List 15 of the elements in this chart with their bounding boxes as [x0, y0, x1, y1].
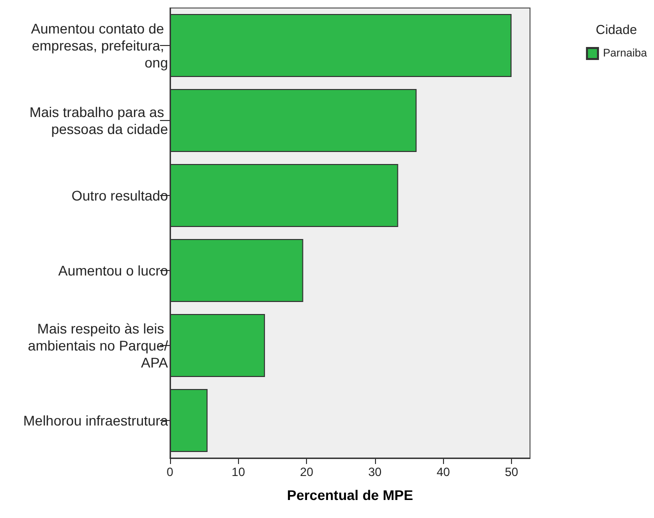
x-axis-title: Percentual de MPE [286, 487, 414, 503]
x-tick-label: 20 [300, 465, 314, 479]
y-tick-label: Mais trabalho para as pessoas da cidade [29, 104, 168, 137]
legend-title: Cidade [596, 22, 638, 37]
x-tick-label: 50 [504, 465, 519, 479]
x-tick-label: 40 [436, 465, 450, 479]
y-tick-label: Melhorou infraestrutura [23, 412, 168, 428]
y-tick-label: Aumentou contato de empresas, prefeitura, ong [31, 20, 168, 70]
x-tick-label: 30 [368, 465, 382, 479]
legend-label: Parnaiba [602, 48, 648, 60]
y-tick-label: Outro resultado [72, 188, 168, 204]
x-tick-label: 10 [232, 465, 246, 479]
y-tick-label: Aumentou o lucro [58, 262, 168, 278]
x-tick-label: 0 [166, 465, 174, 479]
y-tick-label: Mais respeito às leis ambientais no Parque/APA [28, 320, 169, 370]
